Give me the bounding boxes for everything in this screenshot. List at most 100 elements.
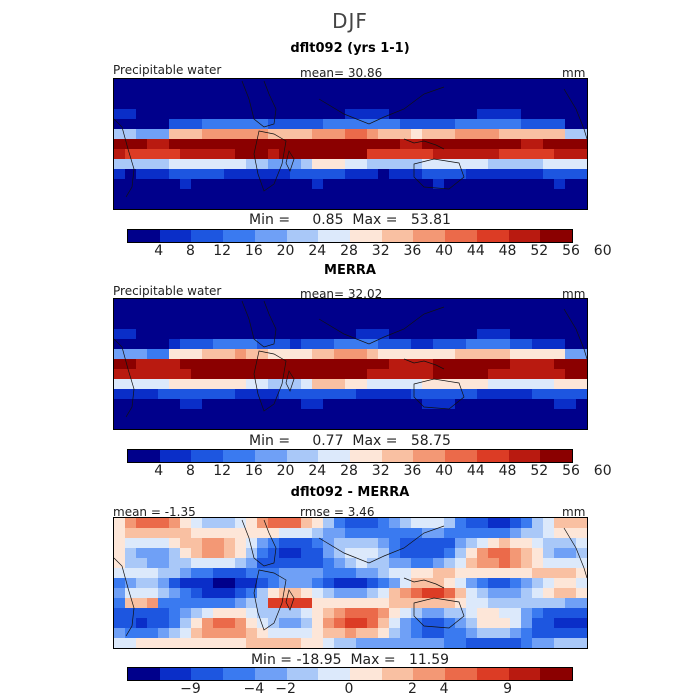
map-cell [114, 598, 126, 609]
map-cell [400, 139, 412, 150]
map-cell [213, 578, 225, 589]
map-cell [147, 369, 159, 380]
map-cell [378, 399, 390, 410]
map-cell [202, 119, 214, 130]
map-cell [554, 119, 566, 130]
map-cell [499, 568, 511, 579]
map-cell [235, 538, 247, 549]
map-cell [378, 89, 390, 100]
map-cell [312, 159, 324, 170]
map-cell [422, 299, 434, 310]
map-cell [554, 139, 566, 150]
map-cell [334, 389, 346, 400]
map-cell [136, 389, 148, 400]
map-cell [411, 608, 423, 619]
map-cell [224, 588, 236, 599]
map-cell [455, 598, 467, 609]
map-cell [224, 528, 236, 539]
map-cell [301, 608, 313, 619]
map-cell [246, 349, 258, 360]
map-cell [400, 159, 412, 170]
map-cell [169, 389, 181, 400]
map-cell [477, 379, 489, 390]
colorbar-tick-label: 56 [562, 463, 580, 479]
map-cell [455, 329, 467, 340]
map-cell [400, 638, 412, 648]
map-cell [389, 548, 401, 559]
map-cell [576, 638, 587, 648]
map-cell [290, 588, 302, 599]
map-cell [224, 139, 236, 150]
map-cell [554, 528, 566, 539]
map-cell [565, 179, 577, 190]
map-cell [367, 119, 379, 130]
map-cell [246, 628, 258, 639]
map-cell [257, 349, 269, 360]
map-cell [400, 568, 412, 579]
coastline [403, 358, 445, 370]
map-cell [202, 339, 214, 350]
map-cell [180, 129, 192, 140]
map-cell [455, 339, 467, 350]
map-cell [554, 199, 566, 209]
map-cell [411, 349, 423, 360]
map-cell [345, 329, 357, 340]
map-cell [444, 588, 456, 599]
panel-3-colorbar [127, 667, 573, 681]
map-cell [213, 149, 225, 160]
map-cell [565, 618, 577, 629]
map-cell [345, 568, 357, 579]
map-cell [510, 419, 522, 429]
map-cell [125, 139, 137, 150]
map-cell [466, 588, 478, 599]
map-cell [147, 319, 159, 330]
map-cell [576, 109, 587, 120]
map-cell [136, 608, 148, 619]
map-cell [499, 628, 511, 639]
map-cell [444, 149, 456, 160]
map-cell [257, 299, 269, 310]
map-cell [565, 578, 577, 589]
map-cell [191, 369, 203, 380]
map-cell [565, 558, 577, 569]
map-cell [565, 99, 577, 110]
map-cell [422, 618, 434, 629]
map-cell [356, 129, 368, 140]
map-cell [422, 179, 434, 190]
map-cell [158, 409, 170, 420]
colorbar-swatch [476, 668, 509, 680]
map-cell [455, 618, 467, 629]
map-cell [312, 109, 324, 120]
map-cell [576, 329, 587, 340]
map-cell [257, 159, 269, 170]
map-cell [301, 139, 313, 150]
map-cell [125, 389, 137, 400]
map-cell [411, 329, 423, 340]
map-cell [125, 379, 137, 390]
map-cell [334, 548, 346, 559]
map-cell [169, 199, 181, 209]
map-cell [180, 528, 192, 539]
map-cell [279, 608, 291, 619]
map-cell [136, 558, 148, 569]
panel-1-variable-label: Precipitable water [113, 63, 222, 77]
map-cell [345, 608, 357, 619]
map-cell [477, 349, 489, 360]
map-cell [224, 389, 236, 400]
map-cell [422, 89, 434, 100]
map-cell [246, 119, 258, 130]
map-cell [147, 309, 159, 320]
map-cell [268, 369, 280, 380]
colorbar-tick-label: 44 [466, 463, 485, 479]
map-cell [224, 638, 236, 648]
map-cell [257, 79, 269, 90]
map-cell [180, 409, 192, 420]
map-cell [323, 159, 335, 170]
map-cell [543, 359, 555, 370]
map-cell [213, 319, 225, 330]
map-cell [389, 409, 401, 420]
map-cell [499, 638, 511, 648]
map-cell [433, 628, 445, 639]
map-cell [268, 329, 280, 340]
map-cell [356, 79, 368, 90]
